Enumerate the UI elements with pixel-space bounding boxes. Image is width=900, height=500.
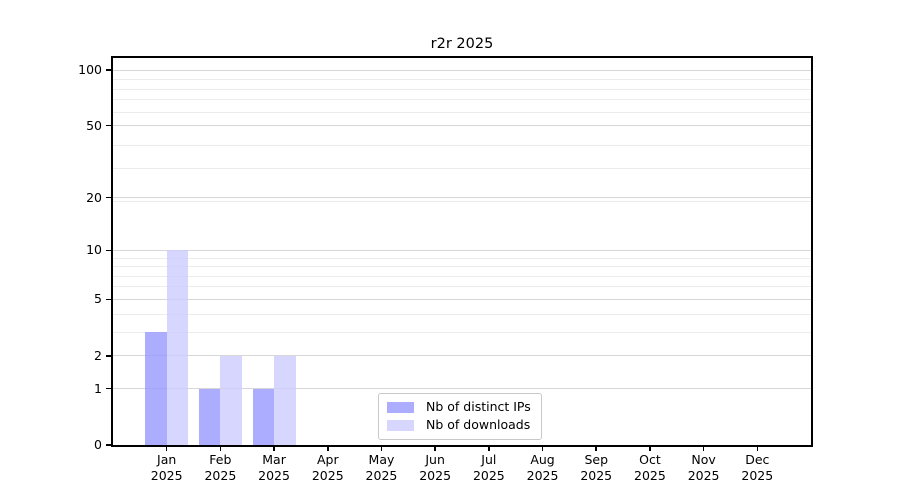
y-tick — [106, 387, 112, 390]
gridline-minor — [113, 99, 811, 101]
legend-row-distinct-ips: Nb of distinct IPs — [387, 400, 533, 414]
y-tick — [106, 124, 112, 127]
x-tick-label: Aug 2025 — [526, 452, 559, 483]
y-tick-label: 20 — [86, 189, 102, 205]
legend-label-downloads: Nb of downloads — [426, 417, 531, 432]
bar-downloads-jan — [166, 250, 189, 445]
y-tick-label: 50 — [86, 117, 102, 133]
gridline-minor — [113, 275, 811, 277]
x-tick — [434, 445, 436, 451]
x-tick — [488, 445, 490, 451]
legend-row-downloads: Nb of downloads — [387, 418, 533, 432]
y-tick-label: 0 — [94, 437, 102, 452]
legend: Nb of distinct IPs Nb of downloads — [378, 393, 542, 440]
gridline-major — [113, 388, 811, 390]
y-tick — [106, 355, 112, 357]
x-tick — [165, 445, 168, 451]
y-tick — [106, 298, 112, 301]
x-tick-label: Sep 2025 — [580, 452, 613, 483]
y-tick — [106, 444, 112, 446]
x-tick — [595, 445, 597, 451]
x-tick — [380, 445, 383, 451]
bar-downloads-mar — [274, 355, 296, 445]
gridline-major — [113, 299, 811, 300]
x-tick-label: Dec 2025 — [741, 452, 774, 483]
x-tick-label: Nov 2025 — [687, 452, 720, 483]
gridline-major — [113, 197, 811, 199]
gridline-minor — [113, 331, 811, 333]
x-tick — [756, 445, 759, 451]
bar-downloads-feb — [220, 355, 242, 445]
legend-swatch-downloads — [387, 419, 414, 431]
x-tick-label: Jun 2025 — [419, 452, 452, 483]
plot-area — [113, 58, 811, 445]
gridline-minor — [113, 201, 811, 203]
gridline-major — [113, 249, 811, 251]
gridline-major — [113, 69, 811, 71]
gridline-minor — [113, 266, 811, 268]
x-tick — [649, 445, 651, 451]
legend-swatch-distinct-ips — [387, 401, 414, 413]
x-tick — [702, 445, 705, 451]
y-tick-label: 10 — [86, 242, 102, 258]
legend-label-distinct-ips: Nb of distinct IPs — [426, 399, 531, 414]
gridline-minor — [113, 79, 811, 81]
chart-title: r2r 2025 — [430, 36, 494, 52]
y-tick-label: 1 — [94, 380, 102, 396]
y-tick — [106, 196, 112, 199]
gridline-major — [113, 355, 811, 357]
bar-distinct-ips-feb — [198, 388, 221, 445]
x-tick-label: Jul 2025 — [472, 452, 505, 483]
x-tick — [273, 445, 275, 451]
gridline-minor — [113, 144, 811, 146]
y-tick-label: 2 — [94, 347, 102, 363]
x-tick-label: Oct 2025 — [634, 452, 666, 483]
y-tick — [106, 69, 112, 71]
x-tick — [219, 445, 222, 451]
x-tick-label: Feb 2025 — [204, 452, 237, 483]
gridline-major — [113, 125, 811, 127]
y-tick-label: 100 — [78, 62, 102, 78]
gridline-minor — [113, 286, 811, 288]
x-tick-label: Jan 2025 — [150, 452, 183, 483]
gridline-minor — [113, 168, 811, 170]
y-tick — [106, 249, 112, 251]
gridline-minor — [113, 112, 811, 113]
x-tick-label: Apr 2025 — [311, 452, 344, 483]
x-tick — [541, 445, 544, 451]
x-tick-label: Mar 2025 — [258, 452, 290, 483]
x-tick — [327, 445, 329, 451]
gridline-minor — [113, 88, 811, 90]
bar-distinct-ips-jan — [145, 332, 167, 445]
gridline-minor — [113, 257, 811, 259]
gridline-minor — [113, 313, 811, 315]
bar-distinct-ips-mar — [252, 388, 275, 445]
x-tick-label: May 2025 — [365, 452, 398, 483]
y-tick-label: 5 — [94, 291, 102, 307]
